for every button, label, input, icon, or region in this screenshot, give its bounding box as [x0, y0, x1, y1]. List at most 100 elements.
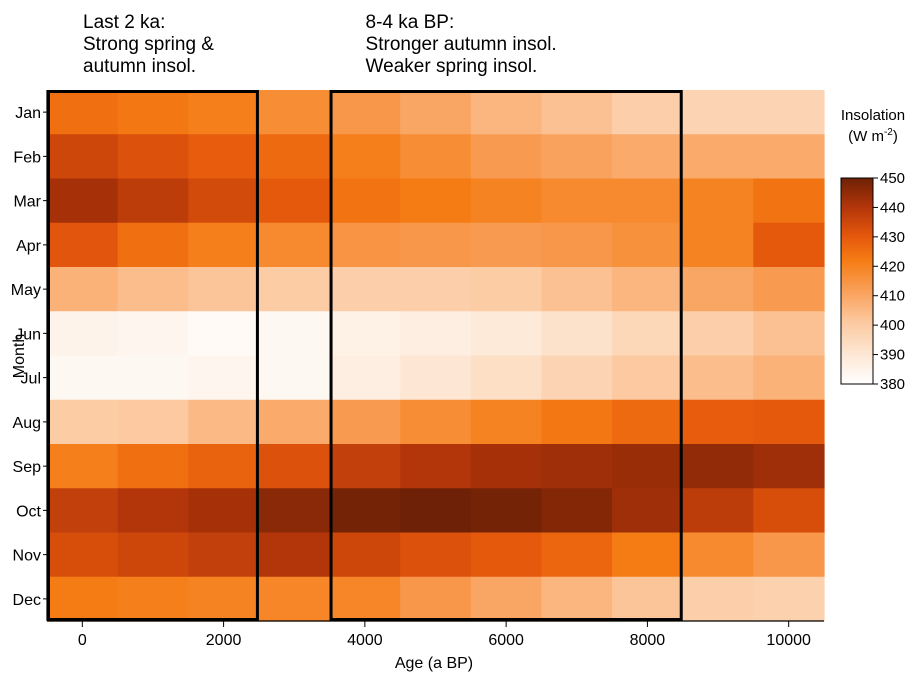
colorbar: Insolation (W m-2) 380 390 400 410 420 430 440…: [840, 107, 905, 393]
heatmap-cell: [400, 267, 472, 312]
colorbar-tick-label: 400: [880, 317, 905, 334]
heatmap-cell: [682, 222, 754, 268]
heatmap-cell: [329, 311, 401, 357]
heatmap-cell: [470, 222, 543, 268]
heatmap-cell: [188, 355, 260, 401]
heatmap-cell: [753, 222, 825, 268]
colorbar-ticks: 380 390 400 410 420 430 440 450: [873, 170, 905, 393]
highlight-box: [329, 90, 683, 621]
x-tick-label: 10000: [766, 632, 811, 649]
heatmap-cell: [117, 90, 189, 135]
heatmap-cell: [612, 222, 684, 268]
heatmap-cell: [258, 90, 331, 135]
heatmap-cell: [541, 90, 613, 135]
heatmap-cell: [329, 532, 401, 578]
x-axis-title: Age (a BP): [395, 655, 473, 672]
heatmap-cell: [470, 267, 543, 312]
heatmap-cell: [258, 444, 331, 489]
y-tick-label: Sep: [13, 459, 42, 476]
heatmap-cell: [47, 444, 119, 489]
heatmap-cell: [682, 267, 754, 312]
heatmap-cell: [541, 134, 613, 180]
colorbar-tick-label: 410: [880, 288, 905, 305]
heatmap-cell: [682, 355, 754, 401]
heatmap-cell: [753, 399, 825, 445]
box-annotation-line: autumn insol.: [83, 56, 196, 77]
heatmap-cell: [188, 90, 260, 135]
heatmap-cell: [612, 355, 684, 401]
heatmap-cell: [117, 134, 189, 180]
heatmap-cell: [541, 355, 613, 401]
heatmap-cell: [117, 532, 189, 578]
heatmap-cell: [47, 488, 119, 534]
heatmap-cell: [188, 134, 260, 180]
heatmap-cell: [329, 178, 401, 224]
colorbar-title-unit: (W m-2): [848, 127, 898, 145]
x-tick-label: 0: [78, 632, 87, 649]
y-tick-label: Mar: [13, 194, 41, 211]
heatmap-cell: [329, 267, 401, 312]
heatmap-cell: [117, 576, 189, 622]
colorbar-gradient: [840, 177, 874, 385]
x-tick-label: 2000: [206, 632, 242, 649]
heatmap-cell: [117, 222, 189, 268]
heatmap-cell: [47, 222, 119, 268]
colorbar-tick-label: 390: [880, 347, 905, 364]
heatmap-cell: [400, 311, 472, 357]
heatmap-cell: [541, 576, 613, 622]
heatmap-cell: [188, 222, 260, 268]
heatmap-cell: [400, 178, 472, 224]
heatmap-cell: [753, 355, 825, 401]
heatmap-cell: [117, 267, 189, 312]
heatmap-cell: [329, 355, 401, 401]
heatmap-cell: [258, 222, 331, 268]
heatmap-cell: [258, 267, 331, 312]
heatmap-cell: [682, 90, 754, 135]
heatmap-cell: [470, 444, 543, 489]
x-axis: 0 2000 4000 6000 8000 10000: [47, 620, 824, 649]
box-annotation-line: 8-4 ka BP:: [366, 12, 455, 33]
heatmap-cell: [753, 576, 825, 622]
heatmap-cell: [541, 488, 613, 534]
heatmap-cell: [612, 90, 684, 135]
y-tick-label: Feb: [13, 149, 41, 166]
heatmap-cell: [753, 488, 825, 534]
heatmap-cell: [470, 134, 543, 180]
heatmap-cell: [47, 311, 119, 357]
heatmap-cell: [47, 134, 119, 180]
heatmap-cell: [117, 178, 189, 224]
heatmap-cell: [329, 90, 401, 135]
box-annotation-line: Stronger autumn insol.: [366, 34, 557, 55]
y-tick-label: May: [11, 282, 41, 299]
heatmap-cell: [188, 267, 260, 312]
heatmap-cell: [682, 488, 754, 534]
y-tick-label: Jun: [15, 326, 41, 343]
heatmap-cell: [541, 222, 613, 268]
heatmap-cell: [117, 355, 189, 401]
heatmap-cell: [47, 267, 119, 312]
heatmap-cell: [753, 267, 825, 312]
highlight-boxes: [47, 90, 683, 621]
heatmap-cell: [47, 90, 119, 135]
y-axis: Jan Feb Mar Apr May Jun Jul Aug Sep Oct Nov Dec: [11, 90, 48, 621]
heatmap-cell: [258, 399, 331, 445]
heatmap-cell: [753, 311, 825, 357]
heatmap-cell: [470, 90, 543, 135]
y-tick-label: Aug: [13, 415, 41, 432]
heatmap-cell: [470, 311, 543, 357]
heatmap-cell: [329, 222, 401, 268]
heatmap-cell: [329, 576, 401, 622]
heatmap-cell: [47, 399, 119, 445]
heatmap-cell: [400, 488, 472, 534]
heatmap-cell: [117, 399, 189, 445]
x-tick-label: 4000: [347, 632, 383, 649]
heatmap-cell: [400, 532, 472, 578]
heatmap-cell: [470, 488, 543, 534]
heatmap-cell: [541, 532, 613, 578]
heatmap-cell: [258, 355, 331, 401]
heatmap-cells: [47, 90, 825, 622]
heatmap-cell: [753, 532, 825, 578]
y-axis-title: Month: [11, 334, 28, 378]
heatmap-cell: [682, 576, 754, 622]
heatmap-cell: [329, 134, 401, 180]
